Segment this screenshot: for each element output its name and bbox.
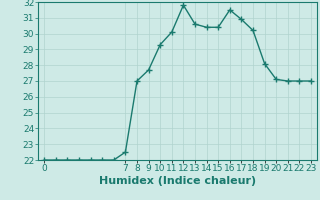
X-axis label: Humidex (Indice chaleur): Humidex (Indice chaleur) [99, 176, 256, 186]
